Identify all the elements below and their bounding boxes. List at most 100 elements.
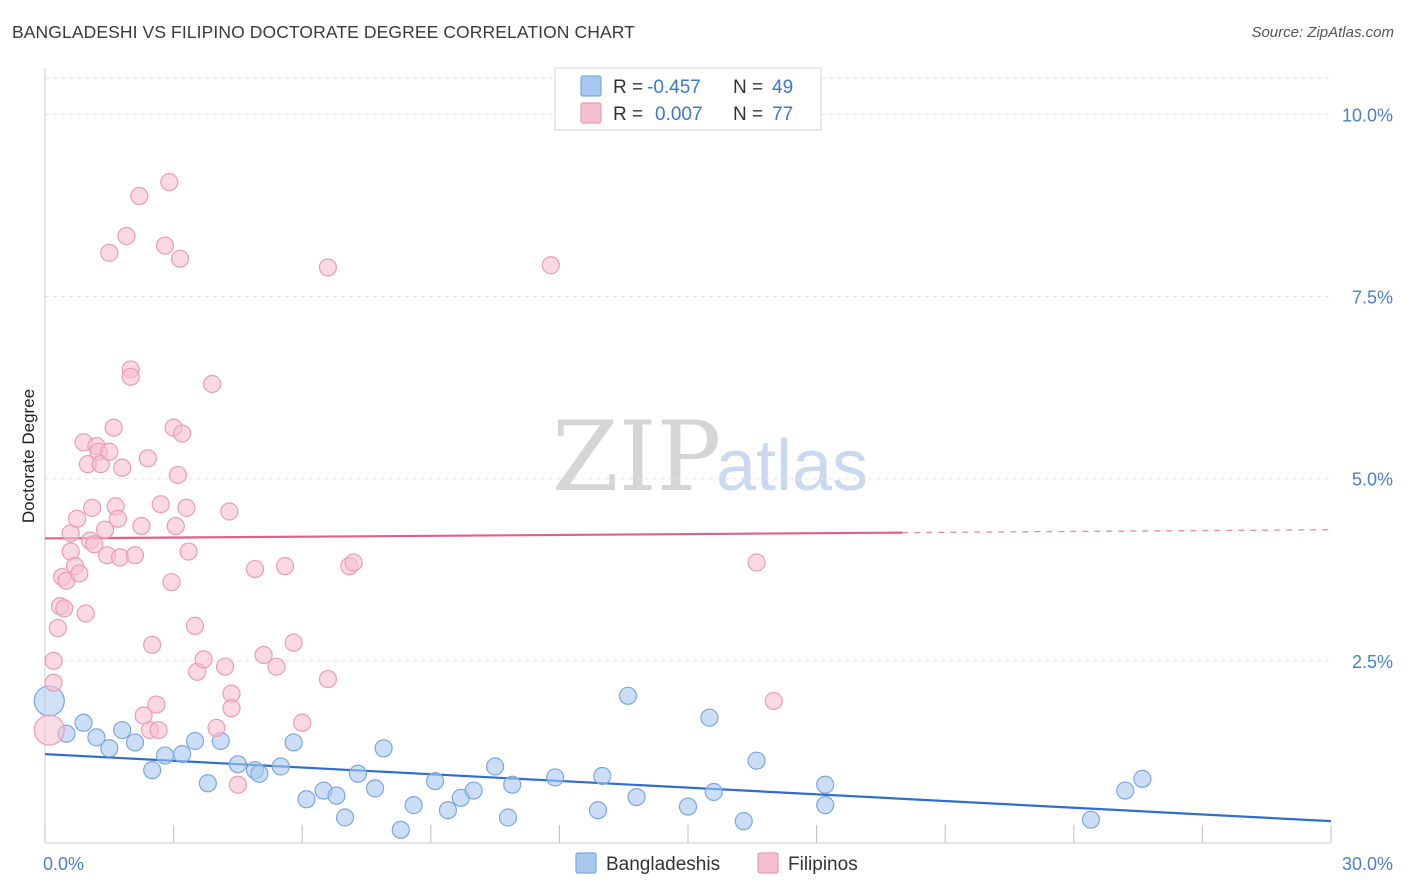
legend-r-value: 0.007 (655, 104, 703, 125)
point-filipinos (138, 449, 157, 468)
correlation-legend: R = -0.457 N = 49 R = 0.007 N = 77 (554, 67, 822, 131)
legend-n-value: 77 (772, 104, 793, 125)
point-bangladeshis (747, 751, 766, 770)
x-tick-label: 0.0% (43, 854, 84, 874)
point-filipinos (55, 599, 74, 618)
data-points (33, 173, 1152, 839)
point-bangladeshis (1116, 781, 1135, 800)
point-bangladeshis (87, 728, 106, 747)
point-filipinos (110, 548, 130, 567)
point-bangladeshis (425, 771, 445, 791)
point-filipinos (104, 418, 123, 437)
point-bangladeshis (284, 733, 303, 752)
grid-lines (45, 77, 1331, 662)
point-bangladeshis (438, 801, 458, 820)
point-filipinos (173, 424, 192, 443)
point-filipinos (254, 645, 273, 665)
point-filipinos (44, 651, 63, 670)
point-filipinos (68, 509, 87, 528)
point-filipinos (228, 775, 247, 794)
point-bangladeshis (700, 708, 719, 727)
point-filipinos (284, 633, 303, 652)
point-filipinos (166, 516, 185, 536)
point-bangladeshis (348, 764, 368, 783)
point-bangladeshis (155, 746, 175, 765)
legend-row-filipinos: R = 0.007 N = 77 (580, 102, 793, 125)
point-bangladeshis (588, 801, 608, 820)
point-filipinos (168, 465, 187, 485)
legend-n-value: 49 (772, 77, 793, 98)
point-filipinos (318, 258, 338, 277)
point-bangladeshis (503, 775, 522, 794)
point-filipinos (207, 718, 226, 737)
point-filipinos (185, 616, 205, 635)
watermark-atlas: atlas (716, 426, 868, 506)
point-filipinos (170, 249, 190, 268)
legend-r-value: -0.457 (647, 77, 701, 98)
point-filipinos (293, 713, 312, 732)
point-filipinos (267, 657, 286, 676)
point-bangladeshis (335, 808, 355, 827)
legend-swatch-filipinos (580, 102, 602, 124)
point-filipinos (222, 699, 241, 718)
tick-labels: 2.5% 5.0% 7.5% 10.0% 0.0% 30.0% (43, 105, 1393, 874)
legend-n-label: N = (733, 104, 763, 125)
series-legend: Bangladeshis Filipinos (575, 852, 858, 875)
point-bangladeshis (173, 745, 192, 764)
y-tick-label: 10.0% (1342, 105, 1393, 125)
point-filipinos (83, 498, 102, 517)
trendline-filipinos (44, 531, 903, 540)
legend-swatch-bangladeshis (580, 75, 602, 97)
y-tick-label: 7.5% (1352, 288, 1393, 308)
point-filipinos (95, 520, 115, 539)
point-bangladeshis (404, 796, 423, 815)
point-bangladeshis (734, 812, 753, 831)
point-filipinos (100, 243, 119, 262)
point-bangladeshis (593, 766, 612, 786)
point-bangladeshis (678, 797, 698, 816)
point-bangladeshis (486, 757, 505, 776)
legend-r-label: R = (613, 77, 643, 98)
point-bangladeshis (228, 755, 247, 774)
point-filipinos (91, 455, 110, 474)
point-bangladeshis (816, 796, 835, 815)
point-bangladeshis (271, 757, 290, 776)
point-filipinos (70, 564, 89, 583)
point-filipinos (215, 657, 235, 676)
point-bangladeshis (618, 686, 638, 705)
x-tick-label: 30.0% (1342, 854, 1393, 874)
point-filipinos (33, 714, 65, 746)
point-filipinos (121, 367, 140, 386)
point-bangladeshis (365, 779, 385, 798)
point-filipinos (177, 498, 196, 517)
point-bangladeshis (498, 808, 518, 827)
y-tick-label: 5.0% (1352, 470, 1393, 490)
point-filipinos (764, 691, 783, 711)
point-bangladeshis (143, 761, 162, 780)
y-tick-label: 2.5% (1352, 652, 1393, 672)
point-filipinos (179, 542, 198, 561)
point-filipinos (113, 458, 132, 477)
point-filipinos (160, 173, 179, 192)
point-filipinos (245, 559, 265, 579)
point-bangladeshis (125, 733, 145, 752)
point-bangladeshis (816, 775, 835, 794)
point-bangladeshis (464, 781, 483, 800)
point-bangladeshis (198, 774, 217, 793)
watermark-zip: ZIP (552, 401, 721, 513)
point-bangladeshis (627, 787, 646, 807)
point-filipinos (344, 553, 363, 572)
bottom-legend-label-filipinos: Filipinos (788, 854, 858, 875)
point-filipinos (132, 516, 151, 536)
point-filipinos (48, 618, 67, 638)
point-filipinos (275, 557, 295, 576)
point-filipinos (100, 442, 119, 461)
chart-title: BANGLADESHI VS FILIPINO DOCTORATE DEGREE… (12, 22, 635, 42)
point-filipinos (143, 635, 162, 654)
point-filipinos (130, 186, 149, 206)
point-filipinos (108, 509, 127, 528)
point-filipinos (151, 495, 170, 514)
point-filipinos (117, 227, 136, 246)
point-bangladeshis (1133, 769, 1152, 788)
